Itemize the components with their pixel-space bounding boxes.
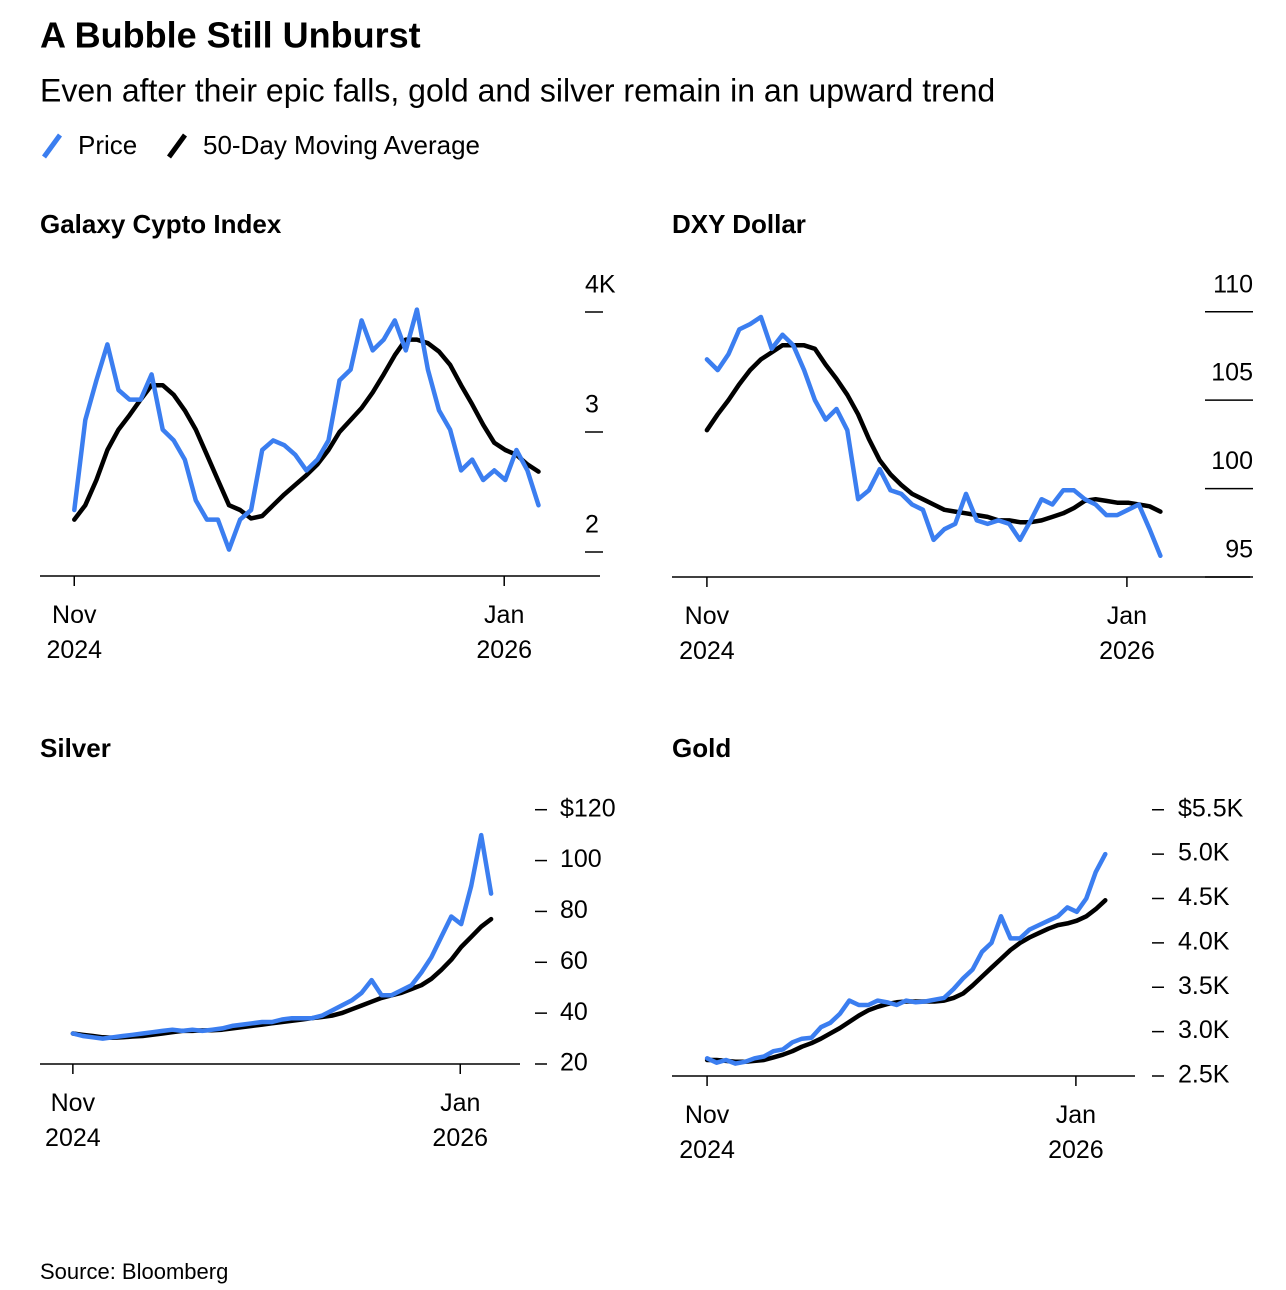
y-tick-label: $120 (560, 794, 616, 822)
y-tick-label: 105 (1211, 359, 1253, 387)
y-tick-label: 4.0K (1178, 927, 1230, 955)
y-tick-label: 4K (585, 271, 616, 299)
panel-title: Silver (40, 733, 111, 763)
x-tick-label: Jan 2026 (476, 601, 533, 664)
y-tick-label: 5.0K (1178, 839, 1230, 867)
y-tick-label: 95 (1225, 536, 1253, 564)
subtitle: Even after their epic falls, gold and si… (40, 72, 995, 108)
chart-title: A Bubble Still Unburst (40, 15, 421, 56)
x-tick-label: Jan 2026 (432, 1089, 489, 1152)
y-tick-label: 4.5K (1178, 883, 1230, 911)
series-line (72, 307, 541, 552)
y-tick-label: 3.5K (1178, 972, 1230, 1000)
series-line (70, 832, 494, 1041)
legend-swatch (166, 133, 188, 159)
y-tick-label: 60 (560, 947, 588, 975)
legend-label: Price (78, 130, 137, 160)
x-tick-label: Nov 2024 (679, 602, 735, 665)
y-tick-label: 3 (585, 391, 599, 419)
series-line (70, 916, 494, 1041)
y-tick-label: 40 (560, 998, 588, 1026)
y-tick-label: 20 (560, 1049, 588, 1077)
y-tick-label: $5.5K (1178, 794, 1244, 822)
legend-swatch (41, 133, 63, 159)
y-tick-label: 100 (560, 845, 602, 873)
legend-label: 50-Day Moving Average (203, 130, 480, 160)
series-line (704, 898, 1108, 1065)
source: Source: Bloomberg (40, 1259, 228, 1284)
series-line (704, 314, 1163, 559)
y-tick-label: 2 (585, 511, 599, 539)
panel-title: Galaxy Cypto Index (40, 209, 282, 239)
x-tick-label: Nov 2024 (46, 601, 103, 664)
panel-title: Gold (672, 733, 731, 763)
series-line (72, 337, 541, 522)
series-line (704, 851, 1108, 1066)
panel-title: DXY Dollar (672, 209, 806, 239)
y-tick-label: 100 (1211, 447, 1253, 475)
x-tick-label: Jan 2026 (1099, 602, 1155, 665)
y-tick-label: 80 (560, 896, 588, 924)
x-tick-label: Nov 2024 (45, 1089, 101, 1152)
y-tick-label: 110 (1213, 270, 1253, 298)
x-tick-label: Nov 2024 (679, 1101, 735, 1164)
series-line (704, 343, 1163, 525)
x-tick-label: Jan 2026 (1048, 1101, 1104, 1164)
y-tick-label: 3.0K (1178, 1016, 1230, 1044)
y-tick-label: 2.5K (1178, 1061, 1230, 1089)
